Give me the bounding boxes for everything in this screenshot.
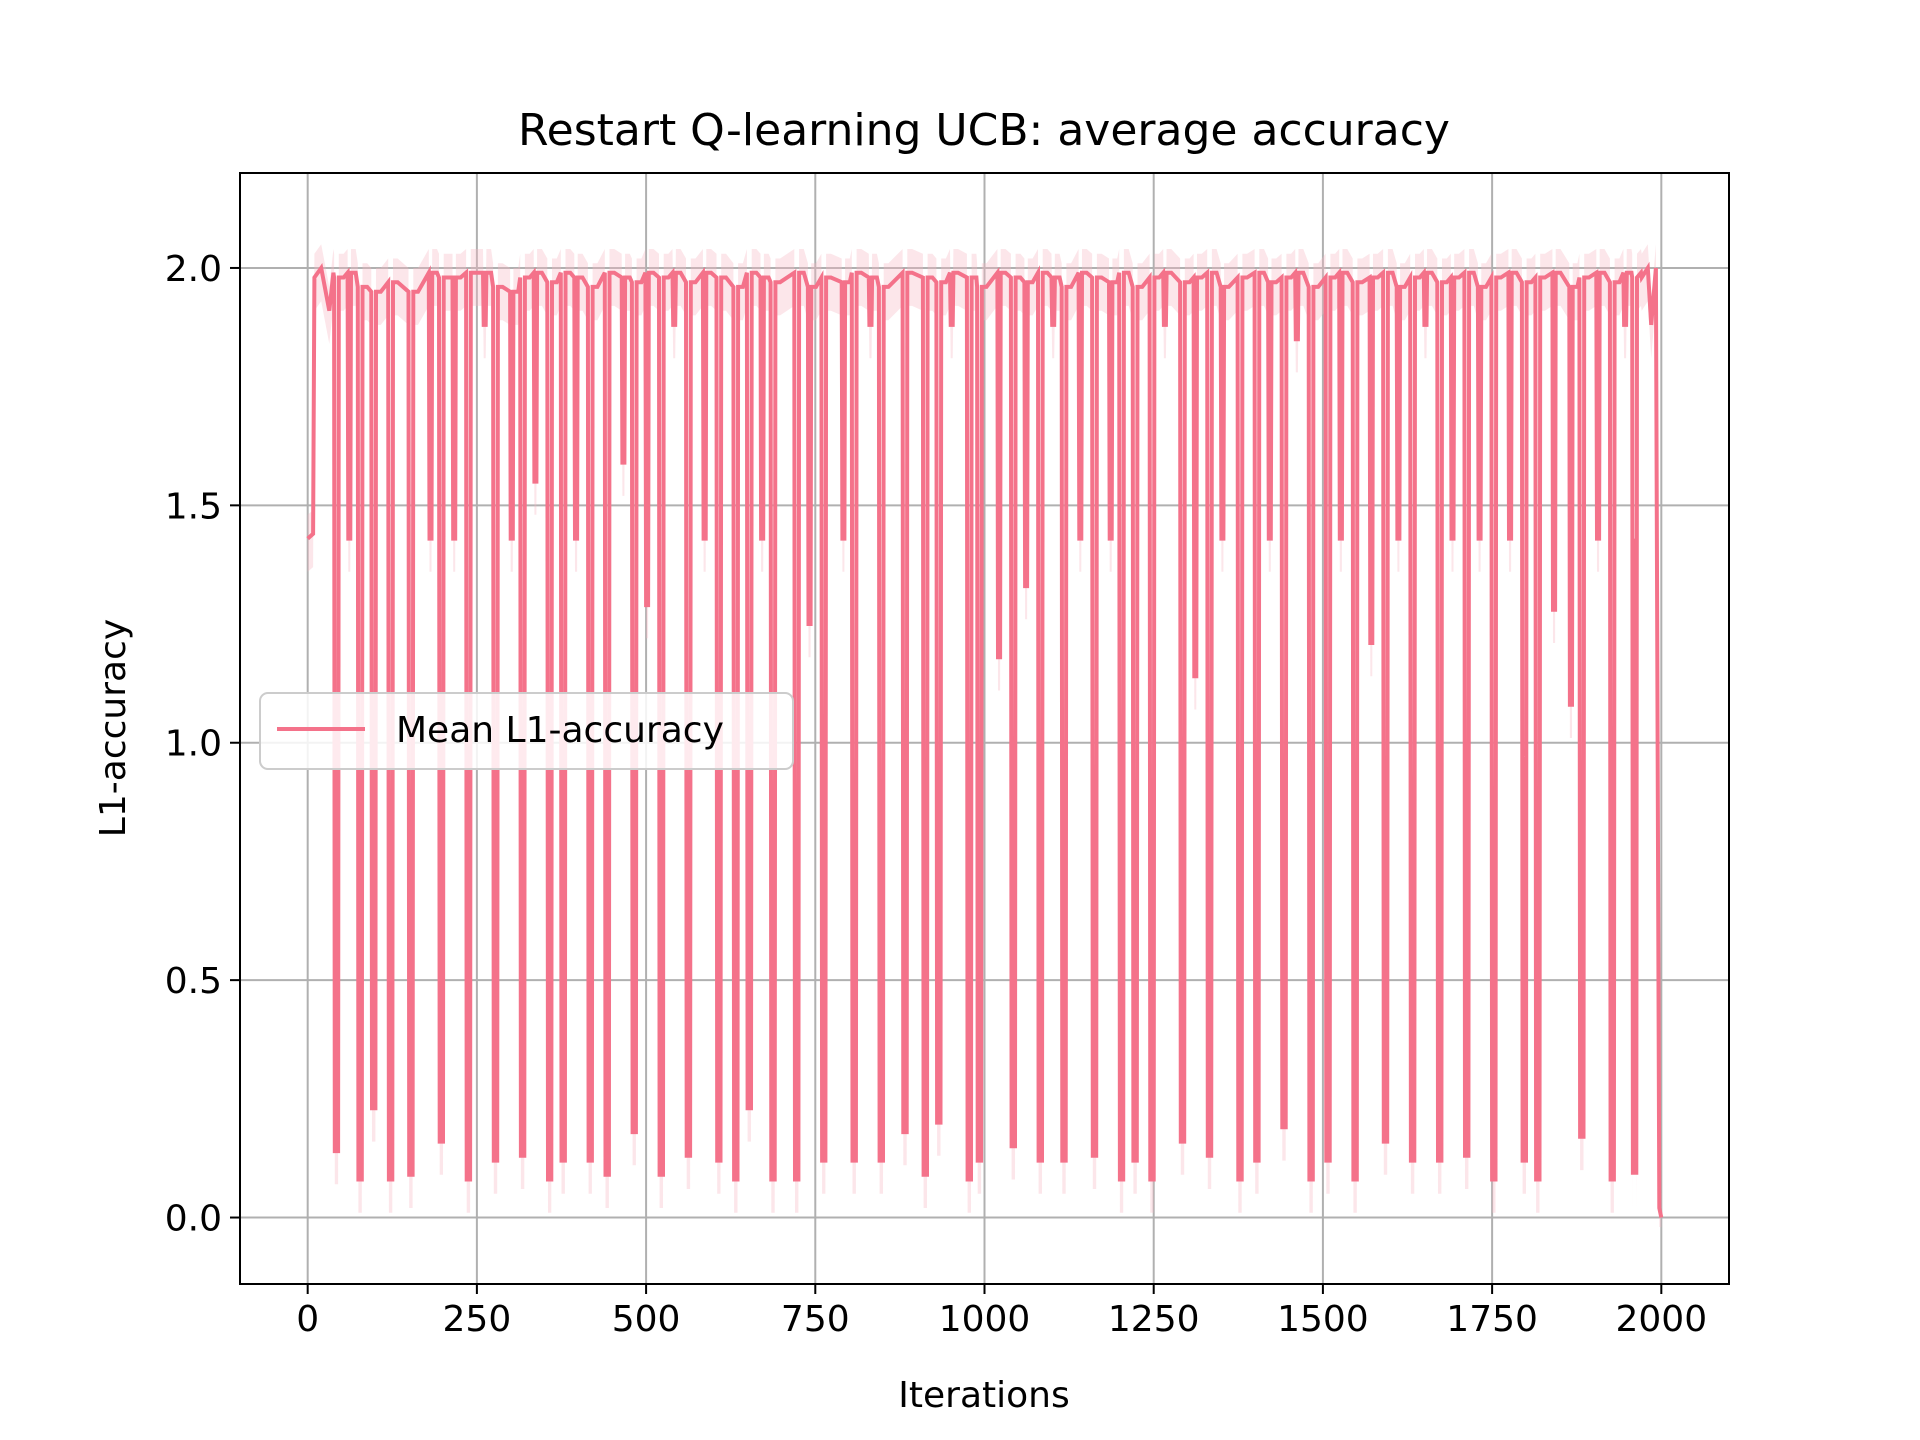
y-tick-label: 0.0 (165, 1199, 222, 1240)
y-tick-label: 0.5 (165, 961, 222, 1002)
x-ticks: 0 250 500 750 1000 1250 1500 1750 2000 (296, 1284, 1707, 1340)
x-tick-label: 750 (781, 1299, 850, 1340)
x-tick-label: 2000 (1616, 1299, 1708, 1340)
y-axis-label: L1-accuracy (93, 619, 134, 837)
legend: Mean L1-accuracy (259, 692, 794, 770)
legend-box (259, 692, 794, 770)
legend-label: Mean L1-accuracy (396, 710, 724, 751)
x-tick-label: 1750 (1446, 1299, 1538, 1340)
mean-line (306, 261, 1664, 1218)
series (306, 261, 1664, 1218)
y-ticks: 0.0 0.5 1.0 1.5 2.0 (165, 249, 240, 1240)
chart-title: Restart Q-learning UCB: average accuracy (518, 105, 1450, 156)
y-tick-label: 1.5 (165, 486, 222, 527)
x-axis-label: Iterations (898, 1375, 1069, 1416)
x-tick-label: 500 (612, 1299, 681, 1340)
x-tick-label: 1500 (1277, 1299, 1369, 1340)
x-tick-label: 1000 (939, 1299, 1031, 1340)
y-tick-label: 1.0 (165, 724, 222, 765)
x-tick-label: 250 (443, 1299, 512, 1340)
x-tick-label: 0 (296, 1299, 319, 1340)
y-tick-label: 2.0 (165, 249, 222, 290)
x-tick-label: 1250 (1108, 1299, 1200, 1340)
